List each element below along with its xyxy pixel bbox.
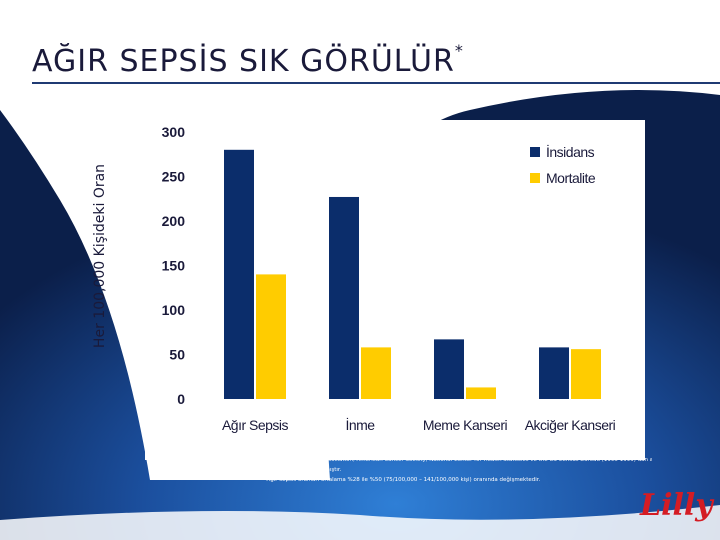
x-tick-label: Akciğer Kanseri	[525, 417, 616, 433]
y-tick-label: 200	[162, 213, 186, 229]
y-tick-label: 250	[162, 169, 186, 185]
bar-mortalite	[571, 349, 601, 399]
legend-swatch	[530, 173, 540, 183]
y-tick-label: 0	[177, 391, 185, 407]
y-tick-label: 150	[162, 258, 186, 274]
y-tick-label: 100	[162, 302, 186, 318]
legend-entry: Mortalite	[546, 170, 596, 186]
footnote-line-1: *The American Heart Association, America…	[262, 457, 652, 463]
bar-insidans	[224, 149, 254, 399]
x-tick-label: İnme	[345, 416, 375, 433]
bar-insidans	[434, 339, 464, 399]
footnote-line-2: doğrultusunda uyarlanmıştır.	[262, 467, 342, 473]
lilly-logo: Lilly	[640, 488, 713, 523]
x-tick-label: Ağır Sepsis	[222, 417, 289, 433]
footnotes: *The American Heart Association, America…	[262, 455, 652, 485]
slide-title-text: AĞIR SEPSİS SIK GÖRÜLÜR	[32, 44, 455, 79]
title-underline	[32, 82, 720, 84]
bar-mortalite	[361, 347, 391, 399]
bar-insidans	[329, 196, 359, 399]
bar-mortalite	[256, 274, 286, 399]
footnote-line-3: * Ağır sepsis oranları ortalama %28 ile …	[262, 477, 541, 483]
y-tick-label: 50	[169, 347, 185, 363]
bar-insidans	[539, 347, 569, 399]
y-tick-label: 300	[162, 124, 186, 140]
legend-entry: İnsidans	[546, 143, 595, 160]
title-footnote-marker: *	[454, 41, 464, 60]
slide-title: AĞIR SEPSİS SIK GÖRÜLÜR*	[32, 41, 464, 79]
bar-mortalite	[466, 387, 496, 399]
legend-swatch	[530, 147, 540, 157]
x-tick-label: Meme Kanseri	[423, 417, 508, 433]
